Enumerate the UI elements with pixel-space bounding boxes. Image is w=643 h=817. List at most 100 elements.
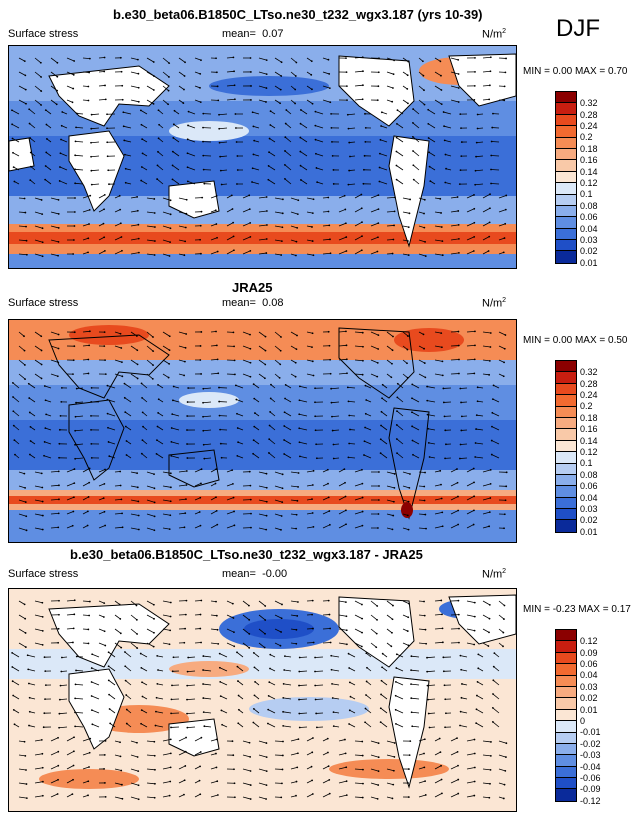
wind-vector-head xyxy=(103,782,106,784)
wind-vector-head xyxy=(344,509,347,512)
wind-vector-head xyxy=(281,212,284,215)
wind-vector xyxy=(173,386,180,389)
wind-vector-head xyxy=(391,362,393,365)
wind-vector-head xyxy=(458,457,461,460)
wind-vector-head xyxy=(44,109,47,111)
wind-vector xyxy=(18,359,26,366)
wind-vector xyxy=(434,765,442,770)
wind-vector-head xyxy=(295,642,298,645)
wind-vector xyxy=(108,441,116,445)
wind-vector xyxy=(428,137,436,143)
wind-vector-head xyxy=(29,151,32,154)
wind-vector-head xyxy=(327,196,330,199)
wind-vector xyxy=(418,239,426,243)
wind-vector-head xyxy=(215,71,218,74)
wind-vector-head xyxy=(392,769,395,772)
wind-vector-head xyxy=(410,697,413,700)
wind-vector-head xyxy=(249,71,252,73)
wind-vector-head xyxy=(344,481,346,484)
wind-vector-head xyxy=(58,428,61,431)
wind-vector-head xyxy=(344,601,347,604)
wind-vector-head xyxy=(153,254,156,256)
wind-vector-head xyxy=(186,152,189,155)
wind-vector-head xyxy=(140,722,142,725)
wind-vector xyxy=(290,331,298,336)
wind-vector xyxy=(274,600,283,605)
wind-vector-head xyxy=(395,722,397,725)
wind-vector xyxy=(258,99,267,103)
wind-vector-head xyxy=(425,527,427,530)
wind-vector xyxy=(258,754,267,758)
wind-vector-head xyxy=(314,110,317,113)
wind-vector-head xyxy=(125,708,128,711)
wind-vector xyxy=(12,695,20,700)
wind-vector-head xyxy=(377,513,380,515)
wind-vector xyxy=(242,642,250,649)
wind-vector-head xyxy=(440,89,443,91)
colorbar-swatch xyxy=(556,698,576,710)
wind-vector-head xyxy=(137,500,140,503)
wind-vector xyxy=(418,642,427,645)
colorbar-swatch xyxy=(556,721,576,733)
wind-vector xyxy=(322,99,331,103)
wind-vector-head xyxy=(74,725,77,728)
wind-vector-head xyxy=(44,670,47,673)
wind-vector xyxy=(349,141,356,143)
wind-vector-head xyxy=(376,605,379,607)
wind-vector-head xyxy=(343,194,346,197)
wind-vector xyxy=(427,400,436,403)
wind-vector-head xyxy=(234,384,237,387)
colorbar-level-label: 0.04 xyxy=(580,492,598,503)
wind-vector xyxy=(338,344,347,347)
wind-vector-head xyxy=(153,617,155,620)
wind-vector-head xyxy=(346,99,348,102)
wind-vector-head xyxy=(251,181,253,183)
wind-vector-head xyxy=(269,653,272,656)
wind-vector-head xyxy=(12,166,15,169)
wind-vector xyxy=(130,754,138,758)
wind-vector-head xyxy=(41,643,44,646)
colorbar-level-label: 0.2 xyxy=(580,132,593,143)
wind-vector xyxy=(146,600,155,606)
panel1-colorbar xyxy=(555,91,577,264)
wind-vector xyxy=(482,469,491,473)
wind-vector-head xyxy=(200,210,203,213)
wind-vector-head xyxy=(157,398,160,401)
wind-vector xyxy=(242,754,251,758)
wind-vector-head xyxy=(137,86,140,89)
wind-vector xyxy=(380,438,388,445)
wind-vector-head xyxy=(73,613,76,616)
wind-vector-head xyxy=(106,384,109,387)
wind-vector-head xyxy=(23,603,26,606)
wind-vector xyxy=(18,471,25,475)
wind-vector xyxy=(82,780,89,784)
wind-vector xyxy=(188,111,196,115)
wind-vector-head xyxy=(90,183,93,186)
wind-vector-head xyxy=(118,603,121,606)
wind-vector-head xyxy=(284,397,286,400)
wind-vector xyxy=(141,138,148,143)
wind-vector-head xyxy=(39,61,42,64)
wind-vector xyxy=(242,628,250,635)
wind-vector-head xyxy=(362,768,364,771)
wind-vector-head xyxy=(104,644,107,647)
wind-vector xyxy=(130,331,138,337)
wind-vector xyxy=(286,109,292,115)
wind-vector-head xyxy=(169,766,172,769)
wind-vector xyxy=(434,484,442,487)
wind-vector xyxy=(114,209,121,213)
wind-vector-head xyxy=(250,99,252,101)
wind-vector-head xyxy=(407,500,410,503)
wind-vector-head xyxy=(184,750,187,753)
wind-vector-head xyxy=(375,632,378,635)
wind-vector xyxy=(242,222,251,227)
wind-vector-head xyxy=(170,698,173,701)
wind-vector-head xyxy=(407,528,410,531)
wind-vector xyxy=(411,397,420,403)
colorbar-level-label: 0.24 xyxy=(580,390,598,401)
wind-vector xyxy=(306,484,313,487)
wind-vector-head xyxy=(426,656,428,659)
wind-vector xyxy=(466,482,475,487)
wind-vector xyxy=(396,667,404,672)
wind-vector xyxy=(157,412,164,417)
